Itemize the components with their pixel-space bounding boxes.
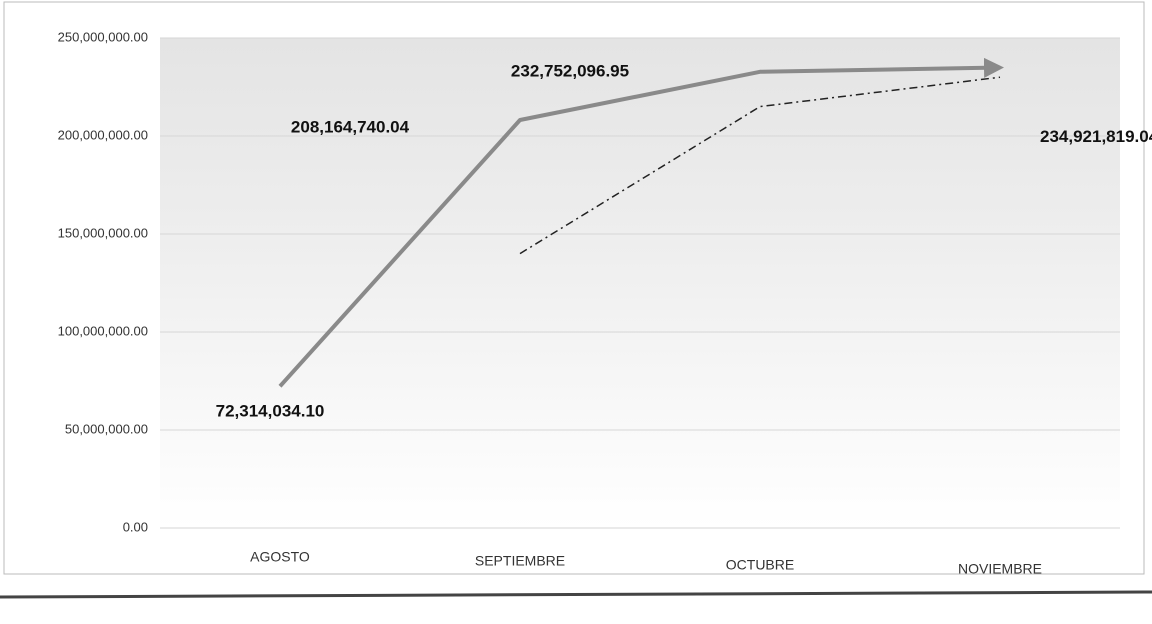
x-tick-label: AGOSTO: [250, 549, 310, 565]
data-label: 234,921,819.04: [1040, 127, 1152, 146]
y-tick-label: 100,000,000.00: [58, 323, 148, 338]
data-label: 232,752,096.95: [511, 61, 629, 80]
plot-area: [160, 38, 1120, 528]
y-tick-label: 0.00: [123, 519, 148, 534]
x-tick-label: NOVIEMBRE: [958, 561, 1042, 577]
data-label: 72,314,034.10: [216, 402, 325, 421]
y-tick-label: 150,000,000.00: [58, 225, 148, 240]
y-tick-label: 250,000,000.00: [58, 29, 148, 44]
y-tick-label: 50,000,000.00: [65, 421, 148, 436]
series-line: [278, 57, 1004, 388]
x-tick-label: SEPTIEMBRE: [475, 553, 565, 569]
y-tick-label: 200,000,000.00: [58, 127, 148, 142]
series-line: [519, 76, 1001, 255]
x-tick-label: OCTUBRE: [726, 557, 794, 573]
page-edge: [0, 590, 1152, 599]
data-label: 208,164,740.04: [291, 117, 410, 136]
